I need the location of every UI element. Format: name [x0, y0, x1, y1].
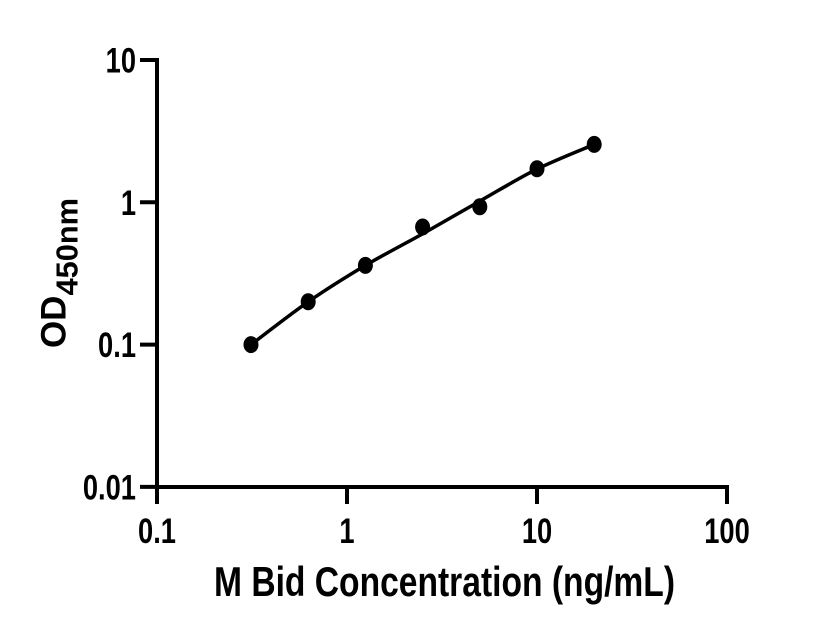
- x-tick-label: 100: [704, 512, 750, 551]
- data-point-marker: [472, 198, 488, 216]
- data-point-marker: [529, 160, 545, 178]
- data-point-marker: [243, 336, 259, 354]
- y-axis-title-subscript: 450nm: [49, 197, 85, 296]
- y-axis-title: OD450nm: [34, 198, 85, 349]
- standard-curve-fit-line: [249, 142, 595, 347]
- data-point-marker: [586, 135, 602, 153]
- y-tick-label: 0.1: [98, 326, 136, 365]
- data-point-marker: [357, 256, 373, 274]
- x-tick-label: 0.1: [138, 512, 176, 551]
- y-tick-label: 0.01: [83, 468, 136, 507]
- x-axis-title: M Bid Concentration (ng/mL): [214, 558, 676, 605]
- x-tick-label: 10: [522, 512, 552, 551]
- x-tick-label: 1: [339, 512, 354, 551]
- data-point-marker: [415, 218, 431, 236]
- data-point-marker: [300, 293, 316, 311]
- y-tick-label: 1: [121, 184, 136, 223]
- y-tick-label: 10: [106, 41, 136, 80]
- y-axis-title-main: OD: [34, 295, 74, 349]
